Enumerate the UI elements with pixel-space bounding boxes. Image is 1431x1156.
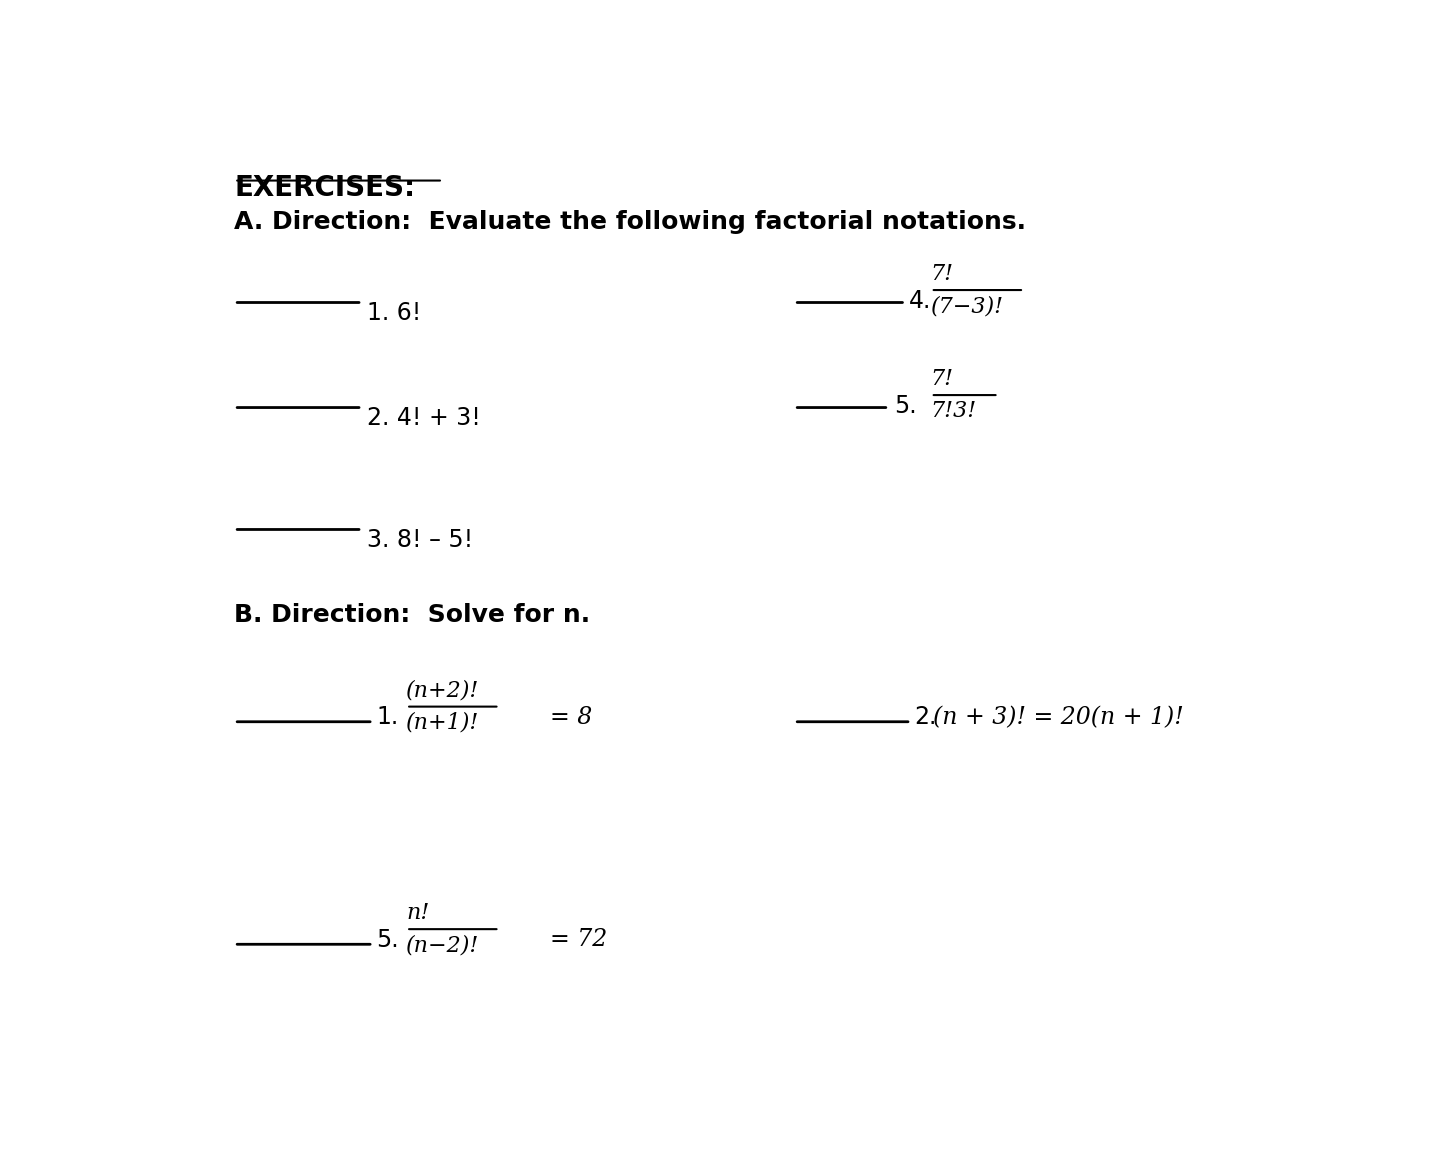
Text: (n + 3)! = 20(n + 1)!: (n + 3)! = 20(n + 1)! [933,706,1183,728]
Text: 3. 8! – 5!: 3. 8! – 5! [368,527,474,551]
Text: B. Direction:  Solve for n.: B. Direction: Solve for n. [235,603,591,628]
Text: (n−2)!: (n−2)! [406,934,479,956]
Text: EXERCISES:: EXERCISES: [235,175,415,202]
Text: A. Direction:  Evaluate the following factorial notations.: A. Direction: Evaluate the following fac… [235,210,1026,234]
Text: 2. 4! + 3!: 2. 4! + 3! [368,406,481,430]
Text: 4.: 4. [909,289,932,313]
Text: 5.: 5. [376,928,399,951]
Text: = 72: = 72 [551,928,608,951]
Text: (7−3)!: (7−3)! [930,296,1005,318]
Text: = 8: = 8 [551,706,592,728]
Text: (n+2)!: (n+2)! [406,680,479,702]
Text: 1. 6!: 1. 6! [368,301,422,325]
Text: 7!: 7! [930,368,954,390]
Text: 1.: 1. [376,705,398,729]
Text: (n+1)!: (n+1)! [406,712,479,734]
Text: n!: n! [406,902,429,924]
Text: 5.: 5. [894,394,917,417]
Text: 7!3!: 7!3! [930,400,977,422]
Text: 2.: 2. [914,705,936,729]
Text: 7!: 7! [930,262,954,284]
